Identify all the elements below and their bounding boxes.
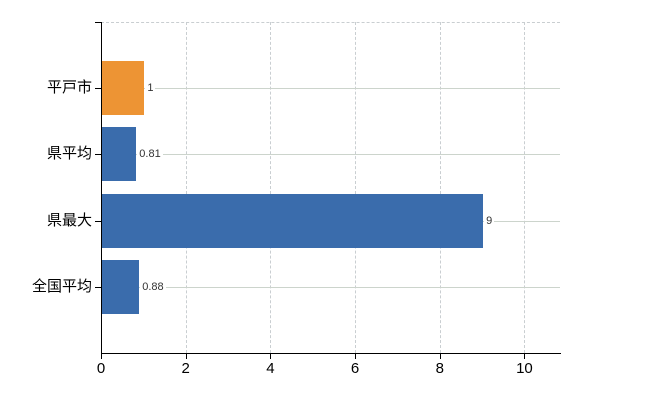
bar-value-label: 0.81 bbox=[137, 147, 163, 162]
x-axis-tick-label: 2 bbox=[181, 360, 190, 377]
x-axis-tick bbox=[355, 353, 357, 359]
gridline-vertical bbox=[185, 22, 187, 353]
y-axis-tick bbox=[95, 154, 101, 156]
x-axis-tick bbox=[101, 353, 102, 359]
bar-value-label: 9 bbox=[484, 213, 495, 228]
y-axis-tick bbox=[95, 22, 101, 23]
gridline-horizontal bbox=[101, 88, 560, 90]
gridline-vertical bbox=[355, 22, 357, 353]
y-axis-tick bbox=[95, 88, 101, 90]
bar-row-2[interactable] bbox=[102, 193, 484, 248]
category-label: 平戸市 bbox=[46, 79, 92, 97]
y-axis-tick bbox=[95, 220, 101, 222]
bar-row-0[interactable] bbox=[102, 61, 145, 116]
x-axis-line bbox=[101, 353, 561, 354]
x-axis-tick bbox=[439, 353, 441, 359]
category-label: 県平均 bbox=[46, 145, 92, 163]
x-axis-tick bbox=[524, 353, 526, 359]
category-label: 全国平均 bbox=[31, 277, 92, 295]
gridline-horizontal bbox=[101, 154, 560, 156]
bar-row-1[interactable] bbox=[102, 127, 137, 182]
x-axis-tick-label: 8 bbox=[435, 360, 444, 377]
gridline-vertical bbox=[439, 22, 441, 353]
x-axis-tick-label: 4 bbox=[266, 360, 275, 377]
gridline-vertical bbox=[270, 22, 272, 353]
plot-top-border bbox=[101, 22, 560, 23]
bar-value-label: 0.88 bbox=[140, 279, 166, 294]
y-axis-line bbox=[101, 22, 102, 354]
bar-value-label: 1 bbox=[145, 81, 156, 96]
x-axis-tick-label: 10 bbox=[516, 360, 533, 377]
gridline-vertical bbox=[524, 22, 526, 353]
bar-row-3[interactable] bbox=[102, 259, 140, 314]
x-axis-tick bbox=[270, 353, 272, 359]
gridline-horizontal bbox=[101, 286, 560, 288]
y-axis-tick bbox=[95, 286, 101, 288]
category-label: 県最大 bbox=[46, 211, 92, 229]
x-axis-tick-label: 6 bbox=[350, 360, 360, 377]
x-axis-tick bbox=[185, 353, 187, 359]
x-axis-tick-label: 0 bbox=[96, 360, 106, 377]
